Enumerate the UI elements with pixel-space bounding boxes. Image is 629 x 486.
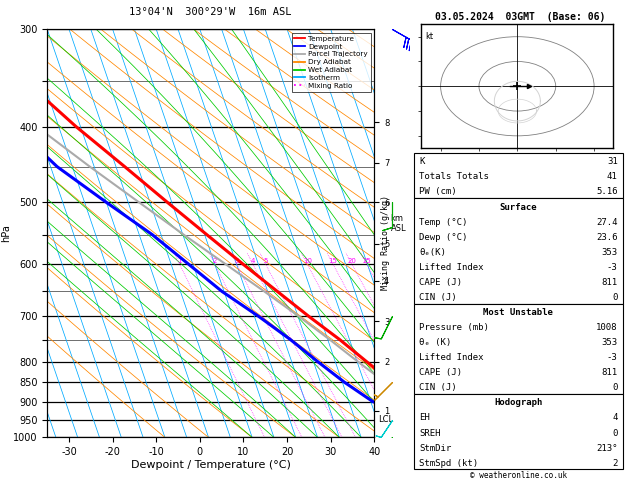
Text: Totals Totals: Totals Totals — [419, 173, 489, 181]
Text: Surface: Surface — [499, 203, 537, 211]
Text: CIN (J): CIN (J) — [419, 293, 457, 302]
Text: 811: 811 — [601, 368, 618, 377]
Text: 5.16: 5.16 — [596, 188, 618, 196]
Text: 5: 5 — [264, 258, 268, 264]
Text: 3: 3 — [235, 258, 239, 264]
Text: 0: 0 — [612, 429, 618, 437]
Text: StmSpd (kt): StmSpd (kt) — [419, 459, 478, 468]
Text: 0: 0 — [612, 293, 618, 302]
Text: 13°04'N  300°29'W  16m ASL: 13°04'N 300°29'W 16m ASL — [130, 7, 292, 17]
Text: Lifted Index: Lifted Index — [419, 353, 484, 362]
Text: θₑ(K): θₑ(K) — [419, 248, 446, 257]
Text: 2: 2 — [213, 258, 217, 264]
Text: CIN (J): CIN (J) — [419, 383, 457, 392]
Text: 353: 353 — [601, 248, 618, 257]
Text: Mixing Ratio (g/kg): Mixing Ratio (g/kg) — [381, 195, 389, 291]
Text: Lifted Index: Lifted Index — [419, 263, 484, 272]
Text: 20: 20 — [347, 258, 356, 264]
Y-axis label: hPa: hPa — [1, 225, 11, 242]
Text: K: K — [419, 157, 425, 166]
Text: kt: kt — [425, 32, 433, 41]
Text: -3: -3 — [607, 263, 618, 272]
Text: 1: 1 — [177, 258, 182, 264]
Text: 213°: 213° — [596, 444, 618, 452]
Text: CAPE (J): CAPE (J) — [419, 368, 462, 377]
Text: 353: 353 — [601, 338, 618, 347]
Text: θₑ (K): θₑ (K) — [419, 338, 451, 347]
Text: 811: 811 — [601, 278, 618, 287]
Text: EH: EH — [419, 414, 430, 422]
Text: Pressure (mb): Pressure (mb) — [419, 323, 489, 332]
Text: 4: 4 — [251, 258, 255, 264]
Text: 4: 4 — [612, 414, 618, 422]
Text: 15: 15 — [328, 258, 338, 264]
Text: Most Unstable: Most Unstable — [483, 308, 554, 317]
Text: LCL: LCL — [379, 415, 394, 424]
Text: Hodograph: Hodograph — [494, 399, 542, 407]
Text: 25: 25 — [362, 258, 371, 264]
Text: 2: 2 — [612, 459, 618, 468]
Text: -3: -3 — [607, 353, 618, 362]
Text: 0: 0 — [612, 383, 618, 392]
Legend: Temperature, Dewpoint, Parcel Trajectory, Dry Adiabat, Wet Adiabat, Isotherm, Mi: Temperature, Dewpoint, Parcel Trajectory… — [291, 33, 370, 92]
Text: SREH: SREH — [419, 429, 440, 437]
Text: 03.05.2024  03GMT  (Base: 06): 03.05.2024 03GMT (Base: 06) — [435, 12, 606, 22]
Text: 23.6: 23.6 — [596, 233, 618, 242]
Text: © weatheronline.co.uk: © weatheronline.co.uk — [470, 471, 567, 480]
Text: 10: 10 — [303, 258, 312, 264]
Text: 27.4: 27.4 — [596, 218, 618, 226]
X-axis label: Dewpoint / Temperature (°C): Dewpoint / Temperature (°C) — [131, 460, 291, 470]
Y-axis label: km
ASL: km ASL — [391, 214, 406, 233]
Text: 41: 41 — [607, 173, 618, 181]
Text: PW (cm): PW (cm) — [419, 188, 457, 196]
Text: Temp (°C): Temp (°C) — [419, 218, 467, 226]
Text: 1008: 1008 — [596, 323, 618, 332]
Text: Dewp (°C): Dewp (°C) — [419, 233, 467, 242]
Text: StmDir: StmDir — [419, 444, 451, 452]
Text: CAPE (J): CAPE (J) — [419, 278, 462, 287]
Text: 31: 31 — [607, 157, 618, 166]
